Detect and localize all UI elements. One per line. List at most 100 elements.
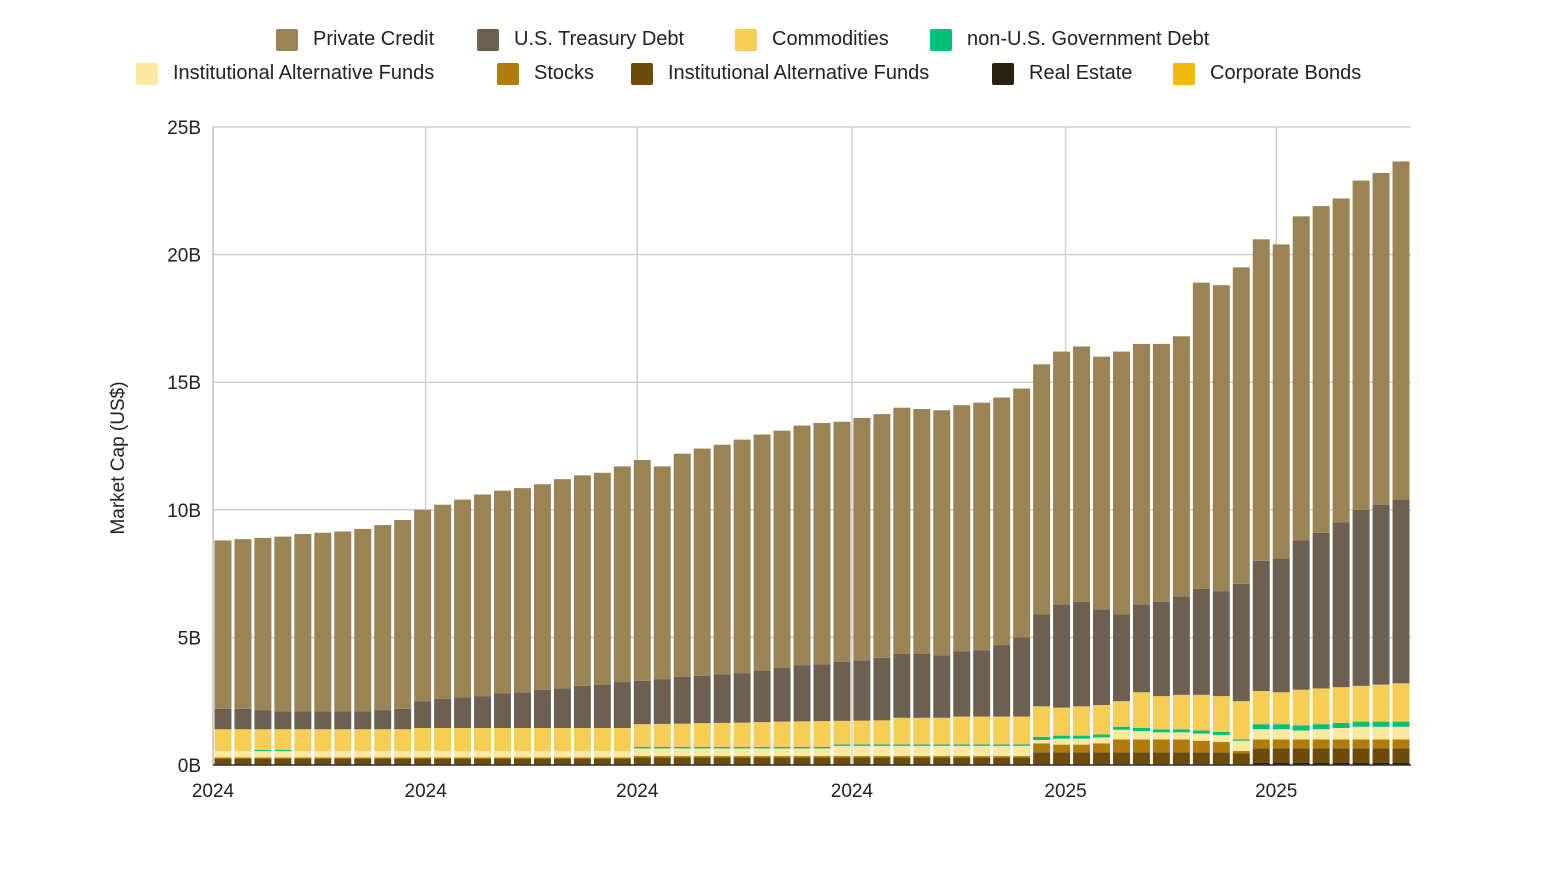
bar-segment-u-s-treasury-debt[interactable] bbox=[254, 710, 272, 730]
bar-segment-stocks[interactable] bbox=[394, 757, 412, 759]
bar-segment-stocks[interactable] bbox=[593, 757, 611, 759]
bar-segment-u-s-treasury-debt[interactable] bbox=[314, 711, 332, 730]
bar-segment-real-estate[interactable] bbox=[1292, 762, 1310, 765]
bar-segment-stocks[interactable] bbox=[753, 756, 771, 758]
bar-segment-u-s-treasury-debt[interactable] bbox=[1192, 588, 1210, 695]
bar-segment-commodities[interactable] bbox=[1172, 694, 1190, 730]
bar-segment-institutional-alternative-funds[interactable] bbox=[1172, 752, 1190, 765]
bar-segment-institutional-alternative-funds[interactable] bbox=[234, 758, 252, 765]
bar-segment-stocks[interactable] bbox=[474, 757, 492, 759]
bar-segment-u-s-treasury-debt[interactable] bbox=[1212, 591, 1230, 697]
bar-segment-real-estate[interactable] bbox=[1312, 762, 1330, 765]
bar-segment-institutional-alternative-funds[interactable] bbox=[1192, 752, 1210, 765]
bar-segment-commodities[interactable] bbox=[873, 720, 891, 745]
bar-segment-non-u-s-government-debt[interactable] bbox=[254, 749, 272, 751]
bar-segment-institutional-alternative-funds[interactable] bbox=[494, 750, 511, 758]
bar-segment-institutional-alternative-funds[interactable] bbox=[753, 757, 771, 765]
bar-segment-institutional-alternative-funds[interactable] bbox=[254, 758, 272, 765]
bar-segment-private-credit[interactable] bbox=[1272, 244, 1290, 559]
bar-segment-stocks[interactable] bbox=[1252, 739, 1270, 749]
bar-segment-commodities[interactable] bbox=[1132, 692, 1150, 728]
bar-segment-u-s-treasury-debt[interactable] bbox=[553, 688, 571, 728]
bar-segment-institutional-alternative-funds[interactable] bbox=[533, 750, 551, 758]
bar-segment-u-s-treasury-debt[interactable] bbox=[953, 651, 971, 717]
bar-segment-stocks[interactable] bbox=[653, 756, 671, 758]
bar-segment-u-s-treasury-debt[interactable] bbox=[653, 679, 671, 724]
bar-segment-stocks[interactable] bbox=[873, 756, 891, 758]
bar-segment-institutional-alternative-funds[interactable] bbox=[294, 758, 312, 765]
bar-segment-private-credit[interactable] bbox=[1073, 346, 1091, 602]
bar-segment-institutional-alternative-funds[interactable] bbox=[514, 758, 531, 765]
bar-segment-stocks[interactable] bbox=[1073, 744, 1091, 753]
bar-segment-commodities[interactable] bbox=[653, 723, 671, 747]
bar-segment-stocks[interactable] bbox=[713, 756, 731, 758]
bar-segment-stocks[interactable] bbox=[1292, 739, 1310, 749]
bar-segment-institutional-alternative-funds[interactable] bbox=[1292, 730, 1310, 740]
bar-segment-private-credit[interactable] bbox=[1192, 282, 1210, 589]
bar-segment-non-u-s-government-debt[interactable] bbox=[753, 746, 771, 749]
bar-segment-institutional-alternative-funds[interactable] bbox=[773, 757, 791, 765]
bar-segment-institutional-alternative-funds[interactable] bbox=[1113, 729, 1130, 740]
bar-segment-stocks[interactable] bbox=[853, 756, 871, 758]
bar-segment-private-credit[interactable] bbox=[573, 475, 591, 686]
bar-segment-private-credit[interactable] bbox=[693, 448, 711, 676]
bar-segment-institutional-alternative-funds[interactable] bbox=[713, 757, 731, 765]
bar-segment-private-credit[interactable] bbox=[673, 453, 691, 677]
bar-segment-stocks[interactable] bbox=[973, 756, 991, 758]
bar-segment-institutional-alternative-funds[interactable] bbox=[713, 748, 731, 757]
bar-segment-u-s-treasury-debt[interactable] bbox=[514, 692, 531, 728]
bar-segment-institutional-alternative-funds[interactable] bbox=[1272, 748, 1290, 763]
bar-segment-institutional-alternative-funds[interactable] bbox=[254, 750, 272, 758]
bar-segment-commodities[interactable] bbox=[1033, 706, 1051, 737]
bar-segment-u-s-treasury-debt[interactable] bbox=[773, 668, 791, 722]
bar-segment-institutional-alternative-funds[interactable] bbox=[274, 750, 292, 758]
bar-segment-institutional-alternative-funds[interactable] bbox=[893, 745, 911, 757]
bar-segment-non-u-s-government-debt[interactable] bbox=[633, 746, 651, 749]
bar-segment-commodities[interactable] bbox=[334, 729, 352, 751]
bar-segment-private-credit[interactable] bbox=[1013, 388, 1031, 638]
bar-segment-commodities[interactable] bbox=[1352, 685, 1370, 722]
bar-segment-private-credit[interactable] bbox=[1132, 343, 1150, 605]
bar-segment-institutional-alternative-funds[interactable] bbox=[673, 757, 691, 765]
bar-segment-institutional-alternative-funds[interactable] bbox=[733, 757, 751, 765]
bar-segment-private-credit[interactable] bbox=[314, 532, 332, 712]
bar-segment-private-credit[interactable] bbox=[913, 408, 931, 654]
bar-segment-private-credit[interactable] bbox=[1372, 172, 1390, 505]
bar-segment-private-credit[interactable] bbox=[1232, 267, 1250, 584]
bar-segment-private-credit[interactable] bbox=[1292, 216, 1310, 541]
bar-segment-non-u-s-government-debt[interactable] bbox=[1152, 729, 1170, 733]
bar-segment-institutional-alternative-funds[interactable] bbox=[613, 750, 631, 758]
bar-segment-private-credit[interactable] bbox=[953, 405, 971, 652]
bar-segment-institutional-alternative-funds[interactable] bbox=[973, 757, 991, 765]
bar-segment-institutional-alternative-funds[interactable] bbox=[314, 750, 332, 758]
bar-segment-institutional-alternative-funds[interactable] bbox=[1073, 738, 1091, 745]
bar-segment-institutional-alternative-funds[interactable] bbox=[1392, 726, 1410, 740]
bar-segment-institutional-alternative-funds[interactable] bbox=[993, 745, 1011, 757]
bar-segment-stocks[interactable] bbox=[913, 756, 931, 758]
bar-segment-institutional-alternative-funds[interactable] bbox=[933, 757, 951, 765]
bar-segment-non-u-s-government-debt[interactable] bbox=[1212, 731, 1230, 735]
bar-segment-u-s-treasury-debt[interactable] bbox=[613, 682, 631, 728]
bar-segment-institutional-alternative-funds[interactable] bbox=[793, 748, 811, 757]
bar-segment-private-credit[interactable] bbox=[733, 439, 751, 674]
bar-segment-institutional-alternative-funds[interactable] bbox=[334, 750, 352, 758]
bar-segment-u-s-treasury-debt[interactable] bbox=[973, 650, 991, 717]
bar-segment-private-credit[interactable] bbox=[753, 434, 771, 671]
bar-segment-u-s-treasury-debt[interactable] bbox=[1292, 540, 1310, 690]
bar-segment-institutional-alternative-funds[interactable] bbox=[414, 758, 432, 765]
bar-segment-stocks[interactable] bbox=[314, 757, 332, 759]
bar-segment-commodities[interactable] bbox=[813, 721, 831, 747]
bar-segment-non-u-s-government-debt[interactable] bbox=[1272, 724, 1290, 730]
bar-segment-u-s-treasury-debt[interactable] bbox=[993, 645, 1011, 717]
bar-segment-u-s-treasury-debt[interactable] bbox=[334, 711, 352, 730]
bar-segment-u-s-treasury-debt[interactable] bbox=[533, 689, 551, 728]
bar-segment-u-s-treasury-debt[interactable] bbox=[214, 708, 232, 730]
bar-segment-commodities[interactable] bbox=[773, 721, 791, 747]
bar-segment-non-u-s-government-debt[interactable] bbox=[833, 744, 851, 746]
bar-segment-commodities[interactable] bbox=[1212, 696, 1230, 732]
bar-segment-non-u-s-government-debt[interactable] bbox=[274, 749, 292, 751]
bar-segment-stocks[interactable] bbox=[334, 757, 352, 759]
bar-segment-institutional-alternative-funds[interactable] bbox=[953, 745, 971, 757]
bar-segment-u-s-treasury-debt[interactable] bbox=[573, 685, 591, 728]
bar-segment-institutional-alternative-funds[interactable] bbox=[1372, 748, 1390, 763]
